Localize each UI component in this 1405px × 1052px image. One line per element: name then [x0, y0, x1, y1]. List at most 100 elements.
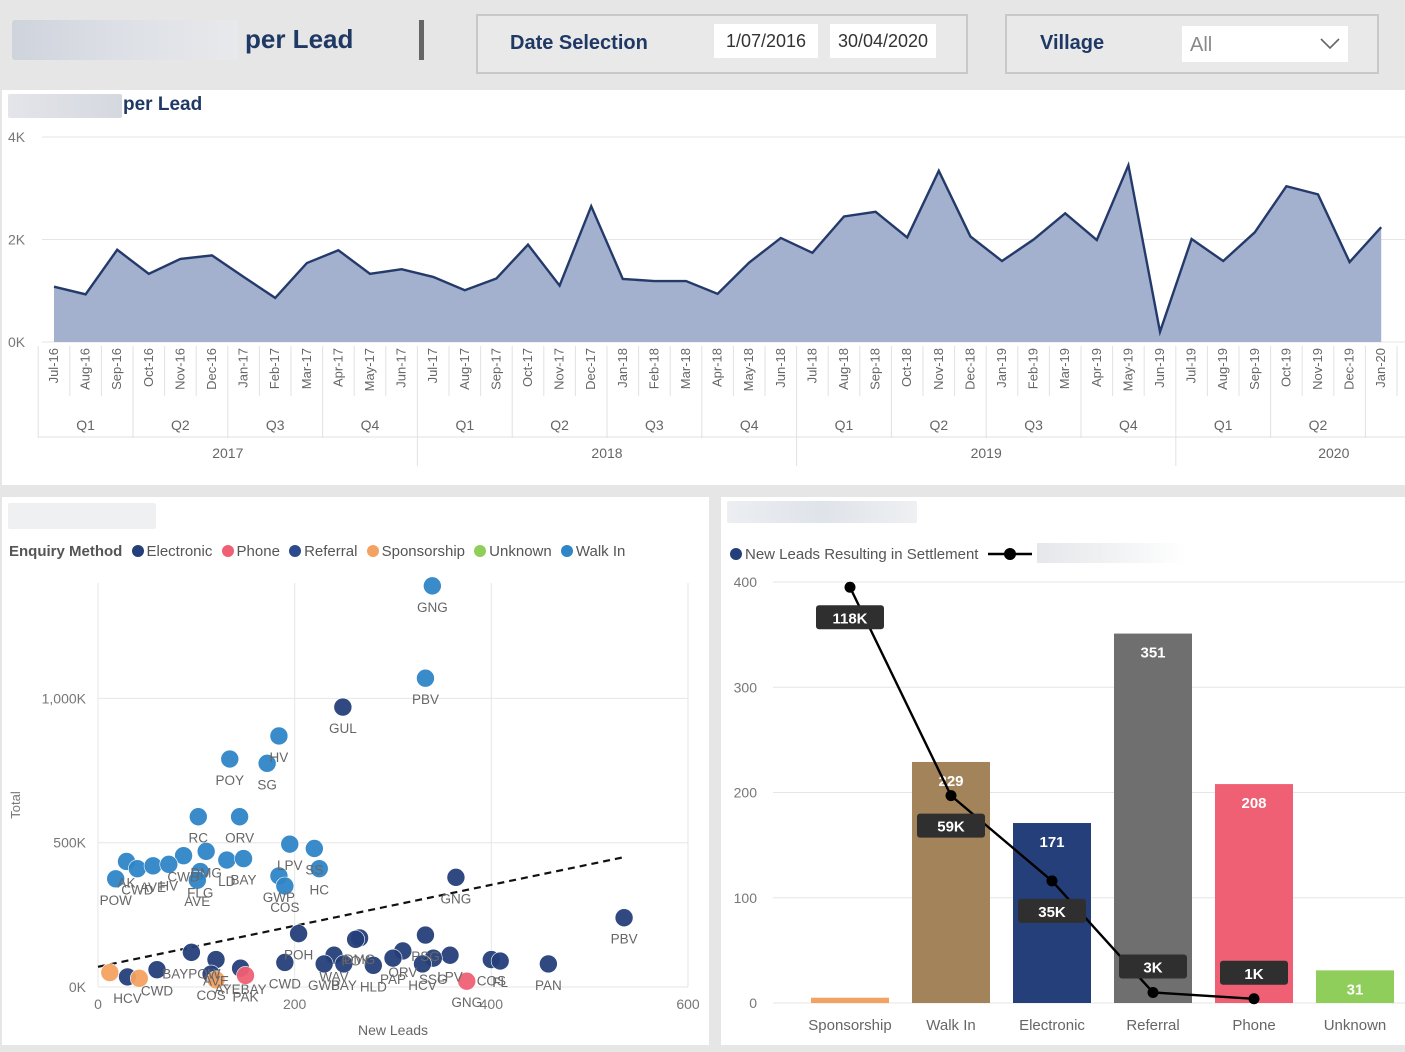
x-tick-label: Apr-17	[330, 348, 345, 387]
scatter-legend: Enquiry Method Electronic Phone Referral…	[9, 543, 625, 560]
scatter-point[interactable]	[490, 951, 510, 971]
line-label-box	[816, 605, 884, 630]
quarter-label: Q1	[1214, 417, 1233, 433]
scatter-point[interactable]	[269, 726, 289, 746]
legend-item-sponsorship[interactable]: Sponsorship	[366, 543, 465, 560]
legend-item-phone[interactable]: Phone	[221, 543, 280, 560]
scatter-point[interactable]	[236, 966, 255, 985]
scatter-point[interactable]	[446, 868, 466, 887]
scatter-point[interactable]	[234, 849, 253, 868]
x-tick-label: Apr-19	[1089, 348, 1104, 387]
scatter-point[interactable]	[280, 834, 300, 854]
year-label: 2020	[1318, 445, 1349, 461]
x-tick-label: Dec-17	[583, 348, 598, 390]
quarter-label: Q2	[171, 417, 190, 433]
x-tick-label: Jun-19	[1152, 348, 1167, 388]
bar[interactable]	[912, 761, 990, 1003]
scatter-point[interactable]	[275, 876, 295, 896]
year-label: 2019	[971, 445, 1002, 461]
scatter-point[interactable]	[220, 749, 240, 769]
scatter-point[interactable]	[130, 969, 149, 988]
quarter-label: Q4	[361, 417, 380, 433]
bar[interactable]	[1316, 970, 1394, 1003]
x-tick-label: Jan-19	[994, 348, 1009, 388]
point-label: POW	[100, 893, 133, 908]
quarter-label: Q1	[835, 417, 854, 433]
scatter-point[interactable]	[346, 930, 365, 949]
scatter-point[interactable]	[334, 954, 354, 974]
scatter-point[interactable]	[539, 954, 558, 974]
point-label: PAN	[535, 978, 562, 993]
scatter-point[interactable]	[416, 925, 435, 945]
scatter-point[interactable]	[416, 668, 435, 688]
legend-item-unknown[interactable]: Unknown	[474, 543, 552, 560]
legend-item-settlement[interactable]: New Leads Resulting in Settlement	[730, 546, 978, 563]
point-label: POY	[216, 773, 245, 788]
bar-value-label: 208	[1241, 795, 1266, 812]
line-point[interactable]	[1248, 993, 1260, 1005]
area-line[interactable]	[53, 161, 1383, 337]
scatter-point[interactable]	[423, 576, 442, 596]
line-point[interactable]	[844, 581, 856, 593]
x-tick-label: Jul-18	[804, 348, 819, 383]
line-value-label: 1K	[1244, 966, 1263, 983]
scatter-point[interactable]	[333, 697, 353, 717]
x-tick-label: Unknown	[1324, 1017, 1387, 1034]
point-label: HC	[310, 883, 330, 898]
legend-item-referral[interactable]: Referral	[289, 543, 357, 560]
scatter-point[interactable]	[143, 856, 163, 876]
scatter-point[interactable]	[230, 807, 249, 827]
x-tick-label: Jan-18	[615, 348, 630, 388]
legend-item-walk-in[interactable]: Walk In	[560, 543, 625, 560]
scatter-point[interactable]	[457, 971, 477, 991]
line-point[interactable]	[1147, 986, 1159, 998]
point-label: FLG	[187, 886, 213, 901]
bar[interactable]	[811, 997, 889, 1003]
village-dropdown[interactable]: All	[1182, 26, 1348, 62]
scatter-point[interactable]	[159, 855, 179, 874]
scatter-point[interactable]	[309, 859, 329, 878]
scatter-point[interactable]	[383, 948, 403, 968]
line-value-label: 35K	[1038, 904, 1066, 921]
bar-value-label: 229	[938, 773, 963, 790]
scatter-point[interactable]	[106, 869, 125, 889]
legend-label: Unknown	[489, 543, 552, 560]
x-tick-label: Aug-19	[1215, 348, 1230, 390]
scatter-point[interactable]	[413, 954, 432, 974]
bar[interactable]	[1114, 633, 1192, 1003]
line-point[interactable]	[1046, 875, 1058, 887]
line-point[interactable]	[945, 790, 957, 802]
date-from-input[interactable]: 1/07/2016	[714, 24, 818, 58]
scatter-point[interactable]	[364, 956, 383, 975]
scatter-point[interactable]	[305, 839, 324, 858]
legend-dot	[560, 545, 573, 557]
line-label-box	[1018, 898, 1086, 923]
scatter-point[interactable]	[100, 963, 120, 982]
point-label: LPV	[277, 858, 303, 873]
x-tick-label: Dec-19	[1342, 348, 1357, 390]
x-tick-label: Aug-16	[78, 348, 93, 390]
line-value-label: 59K	[937, 819, 965, 836]
y-axis-title: Total	[8, 791, 23, 819]
scatter-point[interactable]	[189, 807, 208, 827]
scatter-point[interactable]	[275, 953, 295, 972]
scatter-point[interactable]	[614, 908, 634, 928]
x-tick-label: 0	[94, 996, 102, 1012]
scatter-point[interactable]	[182, 943, 201, 962]
scatter-point[interactable]	[174, 846, 193, 866]
point-label: ORV	[225, 831, 254, 846]
scatter-point[interactable]	[314, 954, 334, 974]
point-label: POY	[341, 953, 370, 968]
scatter-point[interactable]	[206, 970, 226, 990]
x-tick-label: May-18	[741, 348, 756, 391]
scatter-point[interactable]	[188, 870, 207, 890]
y-tick-label: 2K	[8, 232, 26, 248]
date-to-input[interactable]: 30/04/2020	[830, 24, 936, 58]
scatter-point[interactable]	[289, 924, 308, 943]
scatter-point[interactable]	[147, 960, 167, 979]
scatter-point[interactable]	[196, 842, 216, 861]
scatter-point[interactable]	[257, 754, 277, 773]
scatter-point[interactable]	[440, 945, 460, 965]
legend-item-electronic[interactable]: Electronic	[131, 543, 212, 560]
scatter-chart-panel: Enquiry Method Electronic Phone Referral…	[2, 497, 709, 1045]
